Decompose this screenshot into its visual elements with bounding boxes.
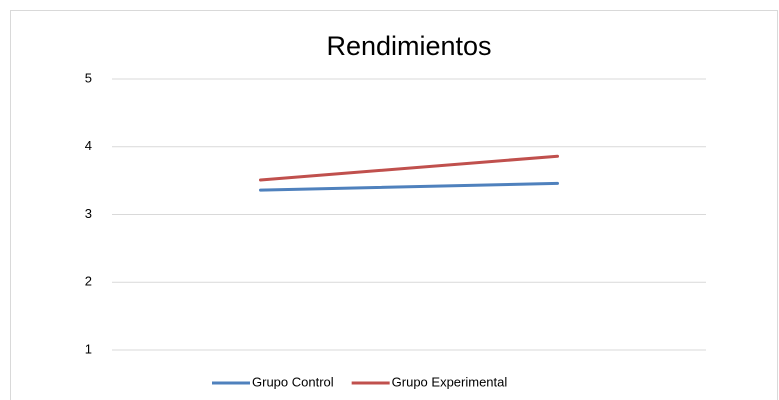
chart-frame <box>10 10 778 400</box>
series-line <box>259 154 559 182</box>
y-tick-label: 4 <box>85 138 92 153</box>
y-tick-label: 3 <box>85 206 92 221</box>
chart-title: Rendimientos <box>326 31 491 61</box>
y-tick-label: 5 <box>85 70 92 85</box>
legend-label: Grupo Experimental <box>392 374 508 389</box>
y-tick-label: 1 <box>85 341 92 356</box>
legend-label: Grupo Control <box>252 374 334 389</box>
y-tick-label: 2 <box>85 274 92 289</box>
series-line <box>259 181 559 192</box>
